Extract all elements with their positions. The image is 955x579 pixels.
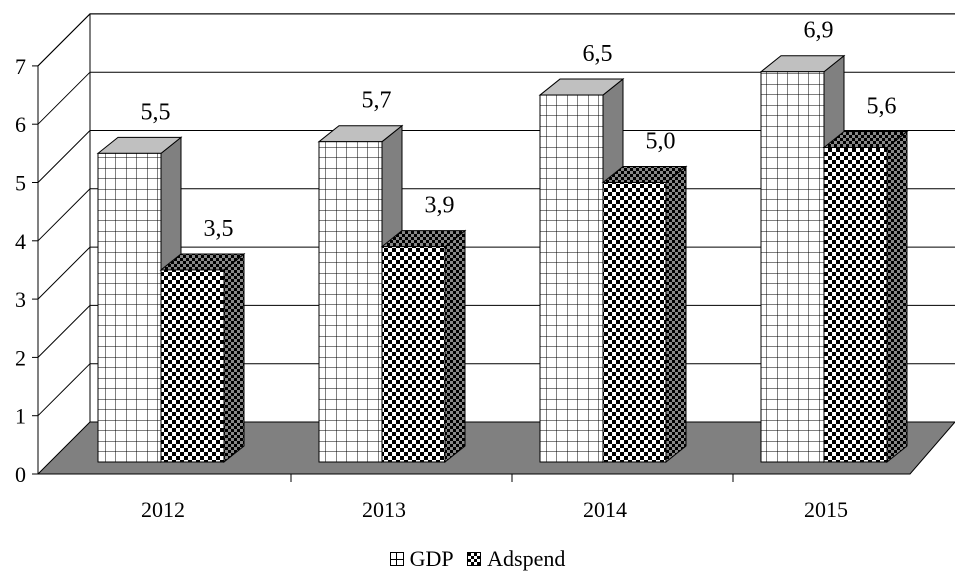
y-tick-label: 5	[15, 171, 26, 196]
legend-label-gdp: GDP	[409, 546, 454, 571]
legend-swatch-gdp	[389, 552, 404, 566]
data-label-adspend-2012: 3,5	[204, 216, 234, 242]
bar-gdp-2015	[760, 71, 825, 463]
legend-item-gdp: GDP	[389, 546, 454, 572]
bar-side-adspend-2014	[665, 165, 687, 464]
legend: GDP Adspend	[0, 546, 955, 572]
y-tick-label: 1	[15, 404, 26, 429]
data-label-gdp-2013: 5,7	[362, 88, 392, 114]
data-labels: 5,5 3,5 5,7 3,9 6,5 5,0 6,9 5,6	[141, 18, 897, 242]
bar-side-adspend-2013	[444, 229, 466, 464]
data-label-adspend-2014: 5,0	[646, 129, 676, 155]
bar-adspend-2012	[160, 269, 225, 463]
legend-label-adspend: Adspend	[487, 546, 566, 571]
bar-side-adspend-2015	[886, 130, 908, 464]
bar-adspend-2013	[381, 246, 446, 463]
y-tick-label: 4	[15, 229, 26, 254]
y-tick-label: 3	[15, 287, 26, 312]
data-label-gdp-2012: 5,5	[141, 99, 171, 125]
data-label-adspend-2013: 3,9	[425, 193, 455, 219]
bar-side-adspend-2012	[223, 252, 245, 464]
y-tick-label: 2	[15, 345, 26, 370]
data-label-adspend-2015: 5,6	[867, 94, 897, 120]
data-label-gdp-2014: 6,5	[583, 41, 613, 67]
bar-adspend-2014	[602, 182, 667, 463]
data-label-gdp-2015: 6,9	[804, 18, 834, 44]
y-axis: 0 1 2 3 4 5 6 7	[15, 54, 910, 487]
x-tick-label-2013: 2013	[362, 497, 406, 522]
gridline	[37, 71, 955, 125]
y-tick-label: 0	[15, 462, 26, 487]
x-tick-label-2014: 2014	[583, 497, 627, 522]
x-axis: 2012 2013 2014 2015	[141, 474, 848, 522]
gridline	[37, 130, 955, 183]
y-tick-label: 7	[15, 54, 26, 79]
x-tick-label-2015: 2015	[804, 497, 848, 522]
bar-gdp-2013	[318, 141, 383, 463]
x-tick-label-2012: 2012	[141, 497, 185, 522]
gridline	[37, 13, 955, 67]
bars	[96, 54, 909, 464]
y-tick-label: 6	[15, 112, 26, 137]
bar-adspend-2015	[823, 147, 888, 463]
bar-gdp-2012	[97, 152, 162, 463]
legend-swatch-adspend	[467, 552, 482, 566]
bar-gdp-2014	[539, 94, 604, 463]
legend-item-adspend: Adspend	[467, 546, 565, 572]
